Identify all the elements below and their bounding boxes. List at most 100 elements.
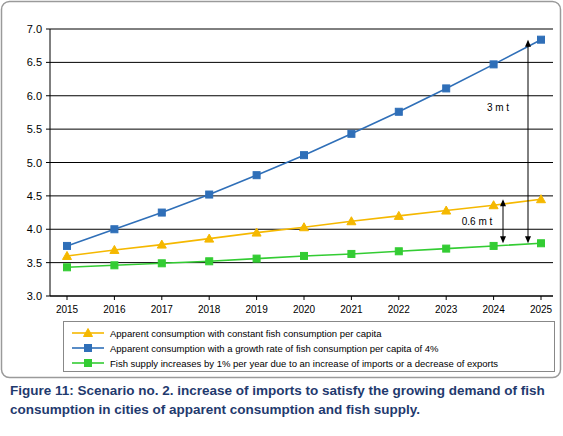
x-axis [50, 296, 553, 297]
marker [63, 251, 72, 259]
y-tick-label: 6.5 [27, 56, 42, 68]
x-tick-label: 2015 [56, 304, 79, 315]
y-tick-label: 3.0 [27, 290, 42, 302]
y-tick-label: 3.5 [27, 257, 42, 269]
y-tick [46, 95, 50, 96]
marker [252, 228, 261, 236]
marker [443, 85, 450, 92]
legend-marker [85, 360, 92, 367]
marker [157, 240, 166, 248]
y-tick [46, 162, 50, 163]
y-tick-label: 5.5 [27, 123, 42, 135]
y-tick [46, 29, 50, 30]
y-tick-label: 5.0 [27, 157, 42, 169]
marker [110, 245, 119, 253]
arrow-head [525, 236, 531, 243]
marker [253, 172, 260, 179]
legend: Apparent consumption with constant fish … [64, 322, 555, 372]
grid-line [50, 62, 553, 63]
x-tick [67, 296, 68, 300]
marker [301, 152, 308, 159]
y-tick [46, 229, 50, 230]
arrow-shaft [528, 42, 529, 242]
annotation: 3 m t [487, 102, 509, 113]
marker [489, 201, 498, 209]
marker [348, 250, 355, 257]
grid-line [50, 262, 553, 263]
grid-line [50, 29, 553, 30]
x-tick [398, 296, 399, 300]
x-tick-label: 2017 [151, 304, 174, 315]
marker [301, 252, 308, 259]
plot-area [63, 36, 546, 271]
marker [206, 258, 213, 265]
marker [253, 255, 260, 262]
chart-frame [2, 2, 561, 378]
y-tick-label: 4.0 [27, 223, 42, 235]
legend-label: Apparent consumption with a growth rate … [110, 343, 439, 354]
x-tick [114, 296, 115, 300]
x-tick [493, 296, 494, 300]
x-tick [541, 296, 542, 300]
marker [490, 242, 497, 249]
grid-line [50, 195, 553, 196]
marker [64, 264, 71, 271]
legend-label: Apparent consumption with constant fish … [110, 328, 382, 339]
y-tick [46, 62, 50, 63]
y-tick-label: 6.0 [27, 90, 42, 102]
marker [538, 240, 545, 247]
marker [442, 206, 451, 214]
grid-line [50, 129, 553, 130]
y-tick [46, 296, 50, 297]
grid-line [50, 95, 553, 96]
x-tick-label: 2018 [198, 304, 221, 315]
x-tick-label: 2021 [340, 304, 363, 315]
y-tick [46, 262, 50, 263]
series-line [67, 40, 541, 246]
legend-marker [84, 329, 93, 337]
marker [158, 209, 165, 216]
y-tick [46, 129, 50, 130]
annotation: 0.6 m t [462, 216, 493, 227]
y-axis [50, 29, 51, 296]
series-line [67, 243, 541, 267]
caption: Figure 11: Scenario no. 2. increase of i… [10, 381, 555, 419]
x-tick-label: 2019 [245, 304, 268, 315]
marker [538, 36, 545, 43]
grid-line [50, 296, 553, 297]
x-tick [161, 296, 162, 300]
x-tick [351, 296, 352, 300]
x-tick-label: 2022 [388, 304, 411, 315]
x-tick-label: 2023 [435, 304, 458, 315]
marker [206, 191, 213, 198]
annotation-arrow [500, 199, 506, 243]
arrow-shaft [503, 201, 504, 241]
marker [537, 195, 546, 203]
marker [443, 245, 450, 252]
legend-label: Fish supply increases by 1% per year due… [110, 358, 498, 369]
marker [300, 223, 309, 231]
y-tick-label: 7.0 [27, 23, 42, 35]
x-tick [304, 296, 305, 300]
grid-line [50, 162, 553, 163]
x-tick-label: 2016 [103, 304, 126, 315]
marker [111, 226, 118, 233]
arrow-head [500, 236, 506, 243]
marker [395, 248, 402, 255]
marker [205, 234, 214, 242]
x-tick-label: 2025 [530, 304, 553, 315]
x-tick-label: 2024 [482, 304, 505, 315]
y-tick [46, 195, 50, 196]
marker [111, 262, 118, 269]
marker [395, 108, 402, 115]
arrow-head [525, 40, 531, 47]
x-tick-label: 2020 [293, 304, 316, 315]
marker [490, 61, 497, 68]
legend-box [64, 322, 555, 372]
legend-marker [85, 345, 92, 352]
marker [348, 130, 355, 137]
marker [64, 242, 71, 249]
y-tick-label: 4.5 [27, 190, 42, 202]
marker [347, 217, 356, 225]
marker [394, 211, 403, 219]
